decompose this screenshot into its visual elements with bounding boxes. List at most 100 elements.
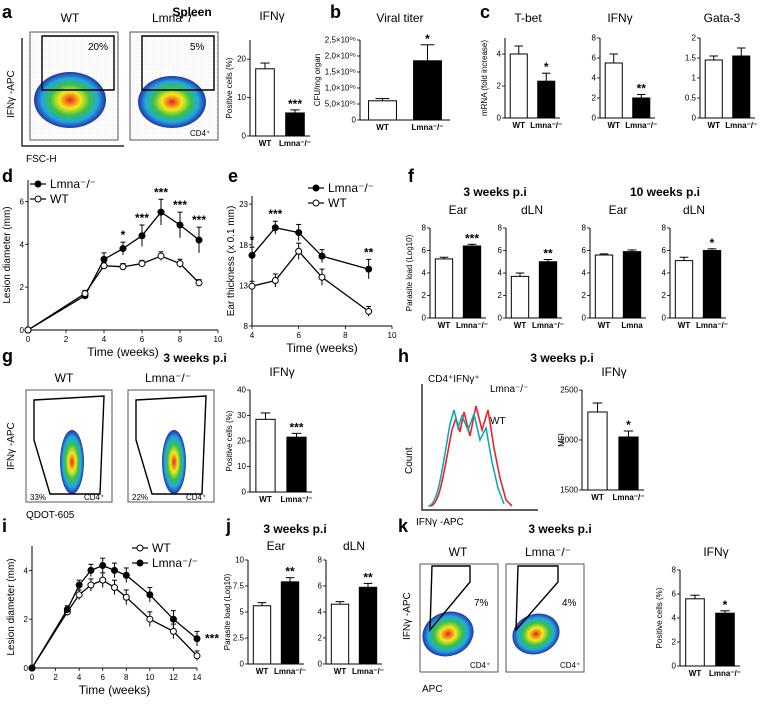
- series-line-0: [31, 579, 198, 669]
- y-axis-label: Lesion diameter (mm): [6, 558, 17, 655]
- chart-title: IFNγ: [269, 365, 294, 379]
- flow-k-wt-gate-label: CD4⁺: [470, 661, 490, 670]
- data-point: [99, 576, 107, 584]
- y-axis-label: mRNA (fold increase): [480, 40, 489, 116]
- chart-title: IFNγ: [601, 365, 626, 379]
- flow-a-wt-percent: 20%: [88, 42, 108, 53]
- y-tick-label: 20: [237, 55, 246, 64]
- data-point: [318, 252, 326, 260]
- chart-c3-bar: 0 0.5 1 1.5 2 Gata-3 WT Lmna⁻/⁻: [685, 11, 757, 130]
- chart-title: Ear: [609, 203, 628, 217]
- flow-g-ko-gate: [135, 395, 207, 495]
- x-tick-label-0: WT: [334, 667, 347, 676]
- y-tick-label: 4: [498, 269, 503, 278]
- flow-a-ko-gate: [141, 35, 215, 91]
- significance-marker: ***: [205, 632, 219, 646]
- x-tick-label-0: WT: [708, 121, 721, 130]
- panel-j-header: 3 weeks p.i: [263, 522, 326, 536]
- bar-1: [280, 581, 300, 665]
- bar-0: [368, 100, 397, 121]
- y-tick-label: 0: [24, 664, 29, 673]
- data-point: [119, 245, 127, 253]
- data-point: [193, 652, 201, 660]
- flow-k-wt-group: WT: [449, 545, 468, 559]
- bar-1: [632, 97, 651, 119]
- panel-letter-c: c: [480, 2, 490, 22]
- chart-title: Gata-3: [704, 11, 741, 25]
- significance-1: *: [626, 418, 631, 432]
- y-tick-label: 2000: [560, 436, 578, 445]
- flow-k-y-label: IFNγ -APC: [402, 592, 413, 640]
- flow-g-x-label: QDOT-605: [26, 510, 75, 521]
- significance-1: ***: [288, 97, 302, 111]
- data-point: [146, 615, 154, 623]
- bar-1: [537, 80, 556, 119]
- legend-marker-1: [312, 199, 320, 207]
- panel-letter-g: g: [2, 346, 13, 366]
- significance-marker: ***: [268, 207, 282, 221]
- chart-title: T-bet: [514, 11, 542, 25]
- legend-label-1: Lmna⁻/⁻: [152, 556, 198, 570]
- legend-label-0: Lmna⁻/⁻: [50, 177, 96, 191]
- y-tick-label: 0: [240, 660, 245, 669]
- x-tick-label: 0: [26, 335, 31, 344]
- data-point: [365, 265, 373, 273]
- data-point: [122, 571, 130, 579]
- panel-k-header: 3 weeks p.i: [528, 522, 591, 536]
- chart-b-bar: 0 5,0×10⁰⁵ 1,0×10⁰⁶ 1,5×10⁰⁶ 2,0×10⁰⁶ 2,5×10⁰…: [313, 11, 450, 132]
- y-tick-label: 10: [237, 93, 246, 102]
- x-tick-label-0: WT: [259, 139, 272, 148]
- bar-0: [509, 53, 528, 119]
- x-tick-label-1: Lmna⁻/⁻: [279, 139, 311, 148]
- y-tick-label: 20: [237, 437, 246, 446]
- bar-1: [715, 612, 735, 667]
- flow-a-wt-density: [34, 72, 106, 128]
- panel-h-histogram: Count IFNγ -APC CD4⁺IFNγ⁺ Lmna⁻/⁻ WT: [404, 374, 538, 528]
- y-tick-label: 0: [582, 314, 587, 323]
- y-tick-label: 4: [582, 269, 587, 278]
- data-point: [157, 208, 165, 216]
- x-tick-label-0: WT: [608, 121, 621, 130]
- x-tick-label: 10: [214, 335, 223, 344]
- data-point: [169, 627, 177, 635]
- x-tick-label-0: WT: [513, 121, 526, 130]
- bar-0: [434, 258, 454, 319]
- x-tick-label-0: WT: [256, 667, 269, 676]
- bar-1: [538, 261, 558, 319]
- chart-e-line: 8 13 18 23 4 6 8 10 Time (weeks) Ear thickness (x…: [226, 181, 397, 355]
- x-tick-label: 14: [193, 673, 202, 682]
- x-tick-label: 8: [124, 673, 129, 682]
- y-tick-label: 6: [318, 582, 323, 591]
- series-line-0: [27, 211, 200, 331]
- legend-label-0: Lmna⁻/⁻: [328, 181, 374, 195]
- y-axis-label: CFU/mg organ: [313, 54, 322, 106]
- significance-1: *: [544, 60, 549, 74]
- y-tick-label: 8: [662, 224, 667, 233]
- significance-marker: ***: [154, 185, 168, 199]
- y-tick-label: 2: [672, 638, 677, 647]
- flow-a-wt-gate: [41, 35, 115, 91]
- x-tick-label-0: WT: [689, 669, 702, 678]
- x-tick-label-1: Lmna⁻/⁻: [530, 121, 562, 130]
- data-point: [176, 221, 184, 229]
- x-tick-label: 6: [140, 335, 145, 344]
- panel-f-header-1: 3 weeks p.i: [463, 185, 526, 199]
- flow-k-ko-gate-label: CD4⁺: [560, 661, 580, 670]
- flow-g-ko-gate-label: CD4⁺: [186, 493, 206, 502]
- y-tick-label: 30: [237, 411, 246, 420]
- bar-1: [358, 586, 378, 665]
- bar-0: [594, 254, 614, 319]
- data-point: [318, 273, 326, 281]
- y-axis-label: Positive cells (%): [655, 587, 664, 648]
- y-tick-label: 0.5: [685, 94, 697, 103]
- x-tick-label-0: WT: [259, 495, 272, 504]
- flow-k-wt-gate: [429, 565, 471, 633]
- hist-curve-wt: [429, 405, 513, 507]
- panel-letter-e: e: [228, 166, 238, 186]
- y-tick-label: 0: [242, 488, 247, 497]
- y-tick-label: 18: [239, 241, 248, 250]
- hist-legend-wt: WT: [490, 416, 506, 427]
- flow-g-ko-density: [162, 430, 186, 494]
- data-point: [138, 232, 146, 240]
